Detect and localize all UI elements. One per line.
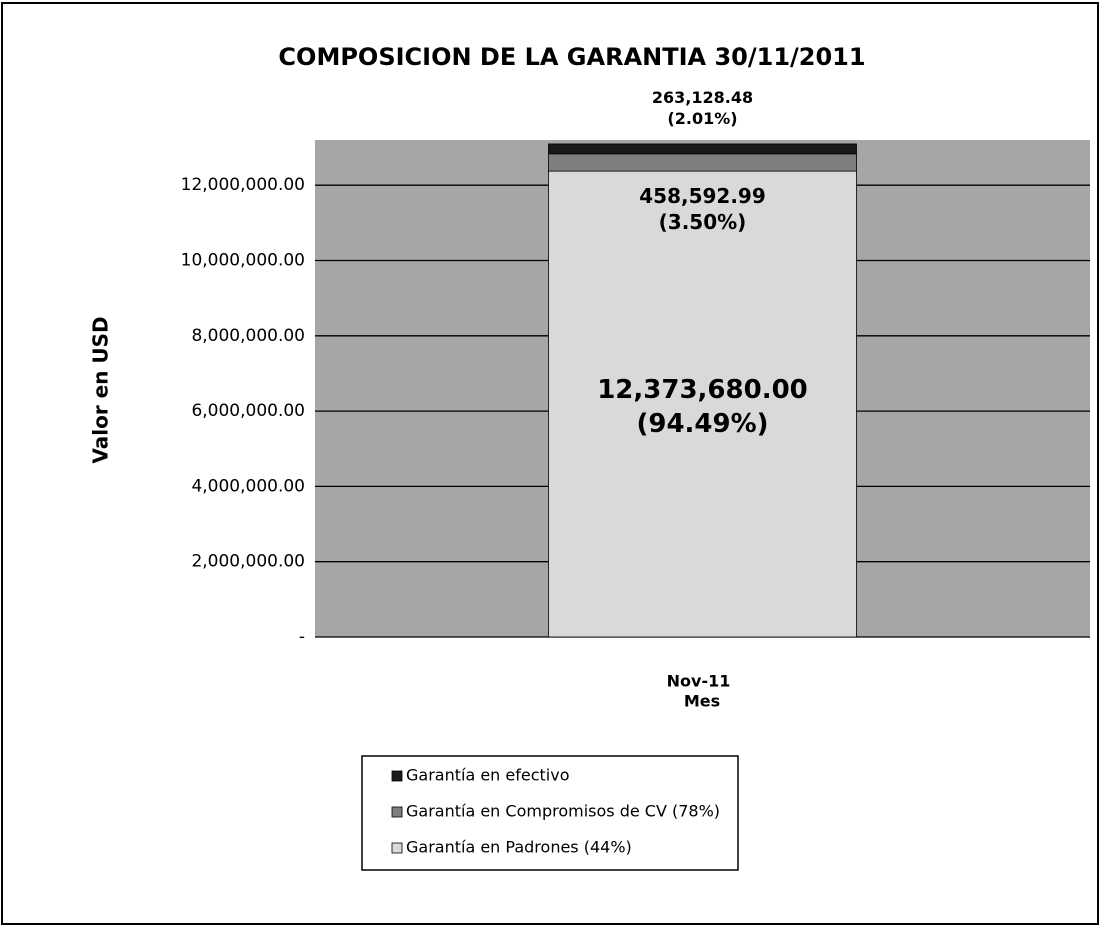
y-tick-label: 12,000,000.00 xyxy=(181,175,305,195)
bar-segment xyxy=(548,153,857,172)
y-tick-label: 10,000,000.00 xyxy=(181,250,305,270)
chart-title: COMPOSICION DE LA GARANTIA 30/11/2011 xyxy=(278,43,865,71)
legend-label: Garantía en Compromisos de CV (78%) xyxy=(406,802,720,821)
legend-swatch xyxy=(391,770,403,782)
legend-swatch xyxy=(391,806,403,818)
legend xyxy=(361,755,739,871)
legend-swatch xyxy=(391,842,403,854)
data-label: 263,128.48 (2.01%) xyxy=(652,88,753,128)
data-label: 458,592.99 (3.50%) xyxy=(639,184,766,234)
legend-label: Garantía en Padrones (44%) xyxy=(406,838,632,857)
y-tick-label: 4,000,000.00 xyxy=(191,476,305,496)
data-label: 12,373,680.00 (94.49%) xyxy=(597,375,808,439)
legend-label: Garantía en efectivo xyxy=(406,766,570,785)
x-axis-title: Mes xyxy=(684,692,720,711)
y-tick-label: 2,000,000.00 xyxy=(191,552,305,572)
bar-segment xyxy=(548,143,857,155)
bar-segment xyxy=(548,170,857,638)
y-tick-label: - xyxy=(299,627,305,647)
y-tick-label: 6,000,000.00 xyxy=(191,401,305,421)
y-tick-label: 8,000,000.00 xyxy=(191,326,305,346)
x-tick-label: Nov-11 xyxy=(667,672,731,691)
y-axis-title: Valor en USD xyxy=(89,316,113,463)
